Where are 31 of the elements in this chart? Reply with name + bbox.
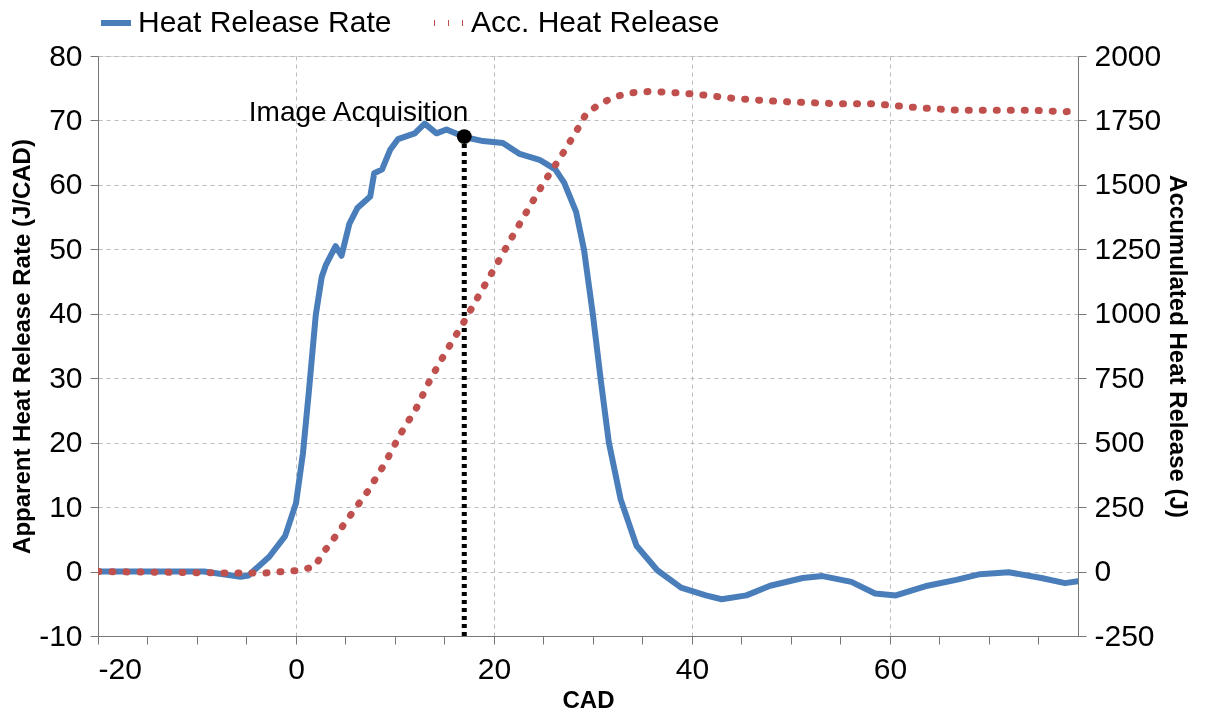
x-tick-label: 60 (873, 651, 908, 685)
x-tick-label: -20 (98, 651, 142, 685)
y-tick-label: 30 (49, 360, 83, 394)
x-axis-title: CAD (562, 685, 615, 713)
y2-tick-label: 250 (1094, 489, 1145, 523)
y2-axis-title: Accumulated Heat Release (J) (1165, 175, 1193, 518)
x-tick-label: 20 (477, 651, 512, 685)
y-tick-label: 80 (49, 38, 83, 72)
y2-tick-label: 1000 (1094, 296, 1162, 330)
y-tick-label: 10 (49, 489, 83, 523)
y2-tick-label: 750 (1094, 360, 1145, 394)
y2-tick-label: 1750 (1094, 102, 1162, 136)
y2-tick-label: 2000 (1094, 38, 1162, 72)
y2-tick-label: 0 (1094, 554, 1112, 588)
y-tick-label: 0 (65, 554, 83, 588)
y-tick-label: 50 (49, 231, 83, 265)
x-tick-label: 0 (288, 651, 305, 685)
x-tick-label: 40 (675, 651, 710, 685)
y-tick-label: 20 (49, 425, 83, 459)
y-tick-label: 70 (49, 102, 83, 136)
annotation: Image Acquisition (248, 95, 469, 127)
y-tick-label: -10 (39, 618, 83, 652)
legend-label: Acc. Heat Release (471, 5, 720, 38)
y2-tick-label: 1500 (1094, 167, 1162, 201)
y2-tick-label: 1250 (1094, 231, 1162, 265)
y2-tick-label: 500 (1094, 425, 1145, 459)
y2-tick-label: -250 (1094, 618, 1155, 652)
y-tick-label: 40 (49, 296, 83, 330)
y-tick-label: 60 (49, 167, 83, 201)
y-axis-title: Apparent Heat Release Rate (J/CAD) (8, 139, 36, 554)
legend-label: Heat Release Rate (138, 5, 392, 38)
